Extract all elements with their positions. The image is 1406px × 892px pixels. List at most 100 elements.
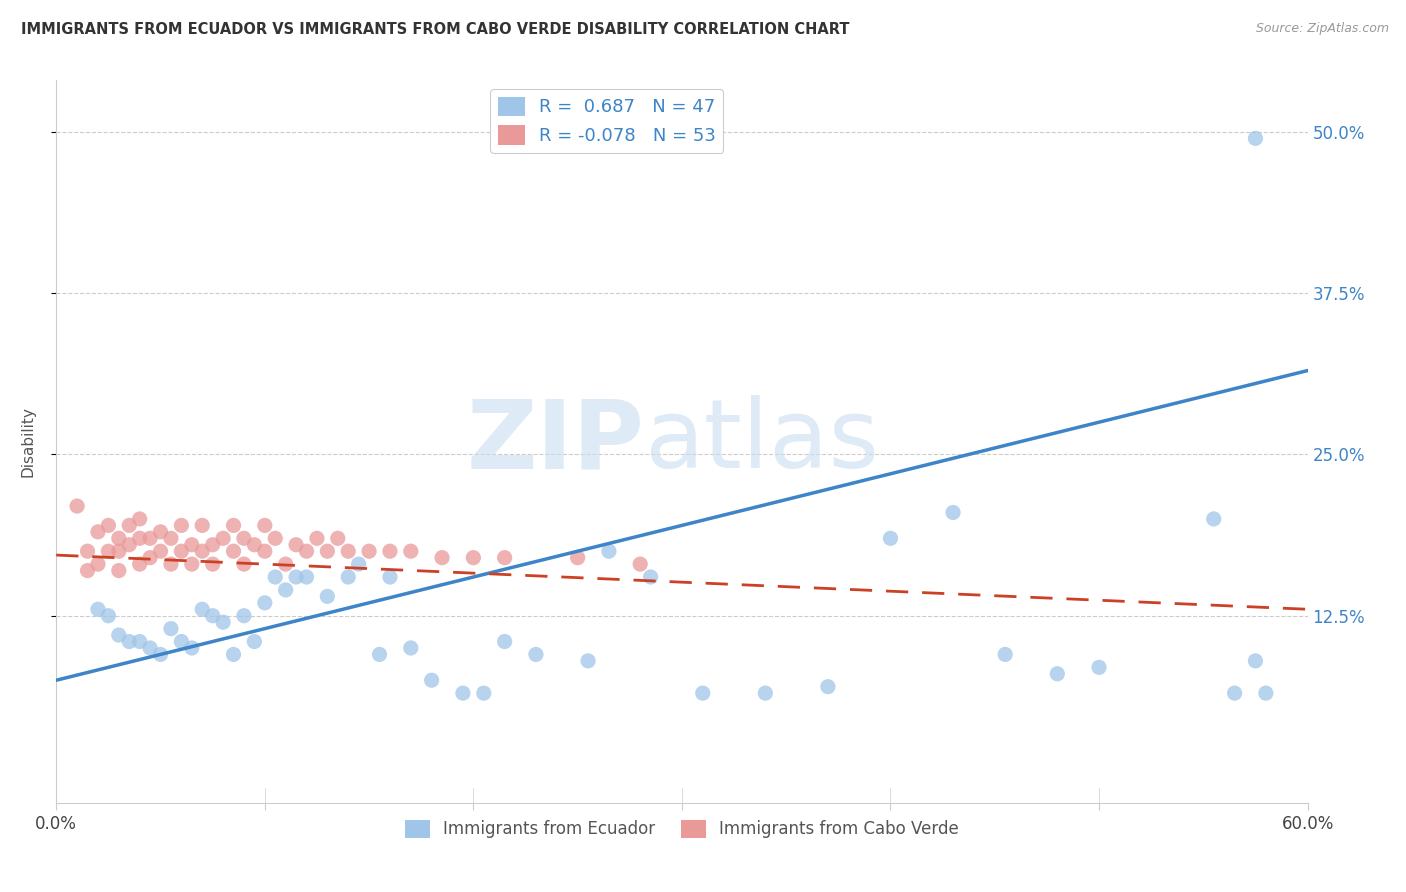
Point — [567, 550, 589, 565]
Point — [264, 570, 287, 584]
Point — [378, 544, 401, 558]
Text: ZIP: ZIP — [467, 395, 644, 488]
Point — [108, 531, 131, 545]
Point — [191, 544, 214, 558]
Point — [191, 518, 214, 533]
Point — [76, 544, 98, 558]
Point — [139, 640, 162, 655]
Point — [108, 564, 131, 578]
Point — [368, 648, 391, 662]
Point — [97, 518, 120, 533]
Point — [337, 544, 360, 558]
Point — [337, 570, 360, 584]
Text: atlas: atlas — [644, 395, 880, 488]
Point — [222, 544, 245, 558]
Point — [598, 544, 620, 558]
Point — [305, 531, 328, 545]
Point — [692, 686, 714, 700]
Point — [1088, 660, 1111, 674]
Point — [128, 557, 150, 571]
Point — [118, 634, 141, 648]
Point — [191, 602, 214, 616]
Point — [316, 544, 339, 558]
Point — [524, 648, 547, 662]
Point — [1254, 686, 1277, 700]
Point — [118, 518, 141, 533]
Point — [160, 531, 183, 545]
Point — [201, 557, 224, 571]
Point — [128, 634, 150, 648]
Point — [139, 531, 162, 545]
Point — [942, 506, 965, 520]
Point — [754, 686, 776, 700]
Point — [285, 538, 308, 552]
Point — [494, 634, 516, 648]
Point — [472, 686, 495, 700]
Point — [212, 615, 235, 630]
Point — [97, 608, 120, 623]
Y-axis label: Disability: Disability — [21, 406, 35, 477]
Point — [253, 518, 276, 533]
Point — [180, 640, 202, 655]
Point — [295, 570, 318, 584]
Point — [222, 518, 245, 533]
Point — [399, 640, 422, 655]
Point — [274, 557, 297, 571]
Point — [118, 538, 141, 552]
Point — [170, 634, 193, 648]
Point — [378, 570, 401, 584]
Point — [128, 512, 150, 526]
Point — [817, 680, 839, 694]
Point — [295, 544, 318, 558]
Point — [1223, 686, 1246, 700]
Point — [76, 564, 98, 578]
Point — [233, 531, 256, 545]
Point — [994, 648, 1017, 662]
Point — [212, 531, 235, 545]
Point — [108, 544, 131, 558]
Point — [108, 628, 131, 642]
Point — [243, 634, 266, 648]
Point — [160, 622, 183, 636]
Point — [243, 538, 266, 552]
Point — [233, 557, 256, 571]
Point — [879, 531, 901, 545]
Point — [253, 544, 276, 558]
Point — [640, 570, 662, 584]
Point — [628, 557, 651, 571]
Point — [430, 550, 453, 565]
Point — [463, 550, 485, 565]
Point — [1046, 666, 1069, 681]
Point — [139, 550, 162, 565]
Point — [222, 648, 245, 662]
Point — [316, 590, 339, 604]
Text: Source: ZipAtlas.com: Source: ZipAtlas.com — [1256, 22, 1389, 36]
Point — [576, 654, 599, 668]
Point — [149, 524, 172, 539]
Point — [201, 538, 224, 552]
Point — [128, 531, 150, 545]
Point — [274, 582, 297, 597]
Point — [451, 686, 474, 700]
Point — [420, 673, 443, 688]
Point — [87, 557, 110, 571]
Point — [180, 557, 202, 571]
Legend: Immigrants from Ecuador, Immigrants from Cabo Verde: Immigrants from Ecuador, Immigrants from… — [398, 813, 966, 845]
Point — [347, 557, 370, 571]
Point — [170, 518, 193, 533]
Point — [1244, 131, 1267, 145]
Point — [253, 596, 276, 610]
Point — [149, 648, 172, 662]
Point — [149, 544, 172, 558]
Point — [494, 550, 516, 565]
Point — [180, 538, 202, 552]
Point — [97, 544, 120, 558]
Point — [233, 608, 256, 623]
Point — [87, 524, 110, 539]
Point — [399, 544, 422, 558]
Point — [264, 531, 287, 545]
Point — [160, 557, 183, 571]
Point — [66, 499, 89, 513]
Point — [170, 544, 193, 558]
Point — [1244, 654, 1267, 668]
